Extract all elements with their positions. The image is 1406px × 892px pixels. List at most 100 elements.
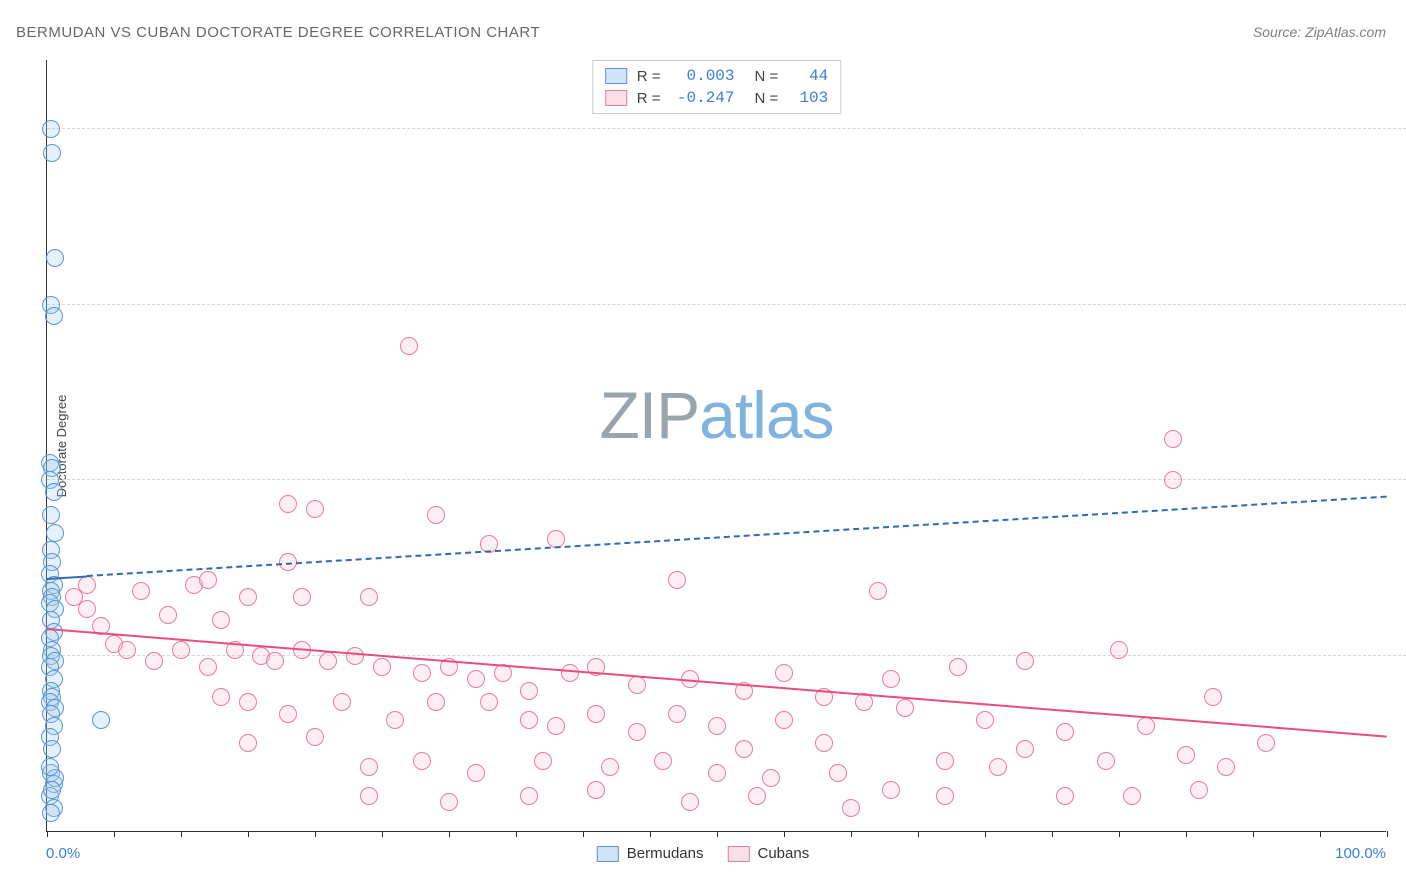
data-point (896, 699, 914, 717)
x-tick (851, 831, 852, 837)
r-value: 0.003 (671, 67, 735, 85)
data-point (172, 641, 190, 659)
data-point (279, 705, 297, 723)
legend-bottom: Bermudans Cubans (597, 845, 809, 862)
data-point (520, 787, 538, 805)
data-point (775, 664, 793, 682)
data-point (842, 799, 860, 817)
n-value: 103 (788, 89, 828, 107)
x-tick (47, 831, 48, 837)
data-point (413, 664, 431, 682)
data-point (547, 530, 565, 548)
data-point (118, 641, 136, 659)
data-point (989, 758, 1007, 776)
data-point (293, 588, 311, 606)
data-point (748, 787, 766, 805)
data-point (427, 506, 445, 524)
data-point (1164, 471, 1182, 489)
data-point (386, 711, 404, 729)
data-point (145, 652, 163, 670)
data-point (587, 781, 605, 799)
legend-item: Cubans (728, 845, 810, 862)
data-point (1257, 734, 1275, 752)
data-point (882, 781, 900, 799)
x-tick (315, 831, 316, 837)
data-point (708, 717, 726, 735)
data-point (587, 705, 605, 723)
data-point (279, 495, 297, 513)
data-point (561, 664, 579, 682)
stats-legend: R =0.003N =44R =-0.247N =103 (592, 60, 842, 114)
data-point (346, 647, 364, 665)
data-point (480, 693, 498, 711)
data-point (373, 658, 391, 676)
data-point (547, 717, 565, 735)
x-tick (1387, 831, 1388, 837)
stats-legend-row: R =-0.247N =103 (605, 87, 829, 109)
x-tick (1119, 831, 1120, 837)
data-point (1016, 652, 1034, 670)
data-point (467, 670, 485, 688)
data-point (212, 688, 230, 706)
data-point (882, 670, 900, 688)
n-label: N = (755, 90, 779, 107)
data-point (306, 728, 324, 746)
chart-title: BERMUDAN VS CUBAN DOCTORATE DEGREE CORRE… (16, 24, 540, 41)
data-point (45, 307, 63, 325)
data-point (333, 693, 351, 711)
x-tick (382, 831, 383, 837)
y-tick-label: 3.0% (1394, 472, 1406, 489)
x-axis-max-label: 100.0% (1335, 845, 1386, 862)
data-point (42, 506, 60, 524)
x-axis-min-label: 0.0% (46, 845, 80, 862)
x-tick (516, 831, 517, 837)
gridline (47, 304, 1406, 305)
data-point (815, 734, 833, 752)
data-point (1097, 752, 1115, 770)
data-point (360, 588, 378, 606)
data-point (936, 752, 954, 770)
x-tick (985, 831, 986, 837)
data-point (212, 611, 230, 629)
data-point (628, 676, 646, 694)
data-point (949, 658, 967, 676)
legend-swatch (605, 90, 627, 106)
r-label: R = (637, 90, 661, 107)
data-point (1164, 430, 1182, 448)
x-tick (784, 831, 785, 837)
y-tick-label: 4.5% (1394, 296, 1406, 313)
legend-swatch (728, 846, 750, 862)
data-point (440, 793, 458, 811)
data-point (239, 734, 257, 752)
data-point (78, 576, 96, 594)
data-point (520, 711, 538, 729)
data-point (159, 606, 177, 624)
data-point (43, 144, 61, 162)
data-point (41, 758, 59, 776)
data-point (735, 740, 753, 758)
x-tick (1253, 831, 1254, 837)
x-tick (1052, 831, 1053, 837)
data-point (775, 711, 793, 729)
data-point (239, 588, 257, 606)
correlation-chart: BERMUDAN VS CUBAN DOCTORATE DEGREE CORRE… (0, 0, 1406, 892)
x-tick (650, 831, 651, 837)
data-point (534, 752, 552, 770)
data-point (132, 582, 150, 600)
data-point (400, 337, 418, 355)
data-point (628, 723, 646, 741)
data-point (1056, 723, 1074, 741)
data-point (1123, 787, 1141, 805)
data-point (199, 571, 217, 589)
x-tick (1320, 831, 1321, 837)
data-point (668, 705, 686, 723)
data-point (306, 500, 324, 518)
data-point (654, 752, 672, 770)
data-point (427, 693, 445, 711)
data-point (1177, 746, 1195, 764)
data-point (360, 758, 378, 776)
data-point (601, 758, 619, 776)
data-point (1204, 688, 1222, 706)
legend-label: Bermudans (627, 845, 704, 862)
gridline (47, 655, 1406, 656)
